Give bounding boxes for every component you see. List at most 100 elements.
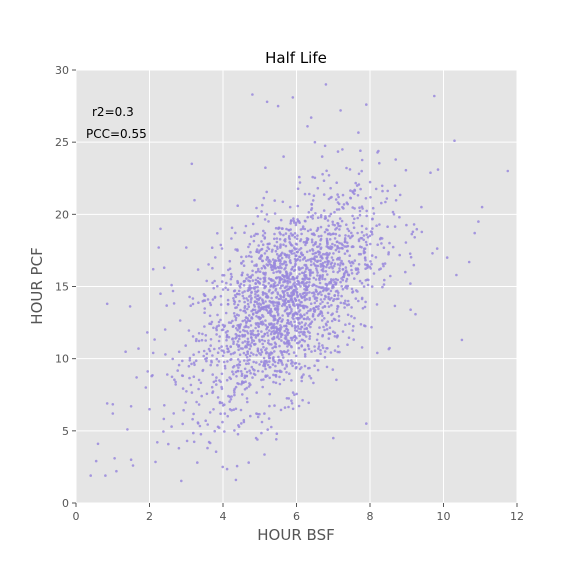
data-point: [283, 240, 287, 243]
data-point: [153, 338, 156, 341]
data-point: [292, 303, 295, 307]
data-point: [218, 347, 221, 350]
data-point: [339, 109, 342, 112]
data-point: [296, 306, 300, 310]
data-point: [251, 329, 255, 333]
data-point: [261, 234, 265, 237]
data-point: [288, 312, 292, 315]
data-point: [170, 283, 173, 287]
data-point: [274, 226, 278, 230]
data-point: [284, 238, 287, 241]
data-point: [200, 394, 203, 398]
data-point: [343, 302, 347, 305]
data-point: [269, 322, 273, 325]
data-point: [247, 461, 250, 464]
data-point: [240, 382, 243, 386]
data-point: [312, 276, 316, 280]
data-point: [326, 320, 330, 324]
data-point: [226, 302, 230, 306]
data-point: [335, 310, 339, 313]
data-point: [261, 323, 264, 326]
data-point: [196, 268, 200, 271]
data-point: [368, 180, 372, 184]
data-point: [356, 231, 359, 235]
data-point: [250, 341, 254, 344]
data-point: [197, 403, 201, 406]
data-point: [237, 366, 240, 369]
data-point: [370, 262, 373, 266]
data-point: [233, 393, 236, 397]
data-point: [233, 429, 236, 432]
data-point: [293, 324, 297, 328]
data-point: [315, 269, 319, 272]
data-point: [328, 280, 332, 284]
data-point: [290, 362, 293, 365]
data-point: [209, 338, 213, 341]
data-point: [236, 249, 239, 252]
data-point: [394, 199, 398, 202]
data-point: [290, 402, 294, 405]
data-point: [287, 352, 291, 356]
data-point: [303, 348, 307, 352]
data-point: [308, 374, 311, 378]
data-point: [290, 308, 293, 311]
data-point: [190, 162, 194, 166]
data-point: [282, 290, 285, 294]
data-point: [293, 247, 297, 251]
data-point: [187, 329, 191, 332]
data-point: [296, 219, 300, 223]
data-point: [353, 217, 356, 221]
data-point: [247, 245, 250, 249]
data-point: [279, 335, 283, 339]
data-point: [349, 261, 352, 265]
data-point: [323, 356, 327, 359]
data-point: [233, 387, 236, 391]
data-point: [176, 369, 179, 372]
data-point: [197, 332, 201, 335]
data-point: [247, 326, 250, 329]
data-point: [303, 255, 306, 259]
data-point: [381, 285, 384, 289]
data-point: [322, 179, 326, 182]
data-point: [283, 406, 287, 409]
data-point: [216, 396, 220, 399]
data-point: [254, 295, 257, 299]
data-point: [298, 272, 301, 276]
data-point: [348, 168, 352, 171]
data-point: [325, 237, 329, 241]
data-point: [379, 236, 383, 240]
data-point: [350, 272, 354, 275]
data-point: [264, 295, 268, 299]
data-point: [334, 232, 338, 236]
data-point: [369, 242, 372, 246]
data-point: [364, 197, 368, 200]
data-point: [410, 232, 414, 236]
data-point: [378, 223, 381, 226]
data-point: [221, 288, 225, 291]
data-point: [248, 369, 251, 373]
data-point: [371, 206, 375, 210]
data-point: [335, 297, 339, 301]
data-point: [286, 300, 290, 303]
data-point: [195, 400, 198, 404]
data-point: [162, 417, 166, 421]
data-point: [295, 337, 298, 340]
data-point: [285, 263, 288, 267]
data-point: [350, 306, 353, 309]
data-point: [372, 272, 376, 275]
data-point: [298, 340, 302, 343]
data-point: [313, 308, 317, 312]
data-point: [291, 96, 295, 99]
data-point: [256, 269, 260, 273]
data-point: [282, 155, 285, 158]
data-point: [278, 375, 281, 379]
data-point: [354, 267, 358, 270]
data-point: [341, 330, 345, 333]
data-point: [341, 278, 345, 282]
data-point: [278, 317, 281, 321]
data-point: [300, 232, 303, 236]
data-point: [265, 263, 269, 266]
y-tick-label: 0: [62, 497, 69, 510]
data-point: [279, 243, 282, 246]
data-point: [258, 338, 261, 342]
